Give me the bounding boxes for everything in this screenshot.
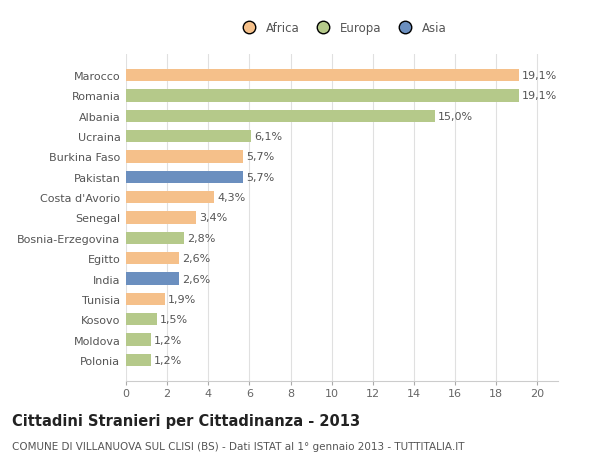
Text: 19,1%: 19,1% [522,71,557,81]
Bar [126,232,184,244]
Text: 2,6%: 2,6% [182,254,211,263]
Bar [126,212,196,224]
Bar [126,111,434,123]
Text: 1,5%: 1,5% [160,314,188,325]
Bar [126,273,179,285]
Text: 2,6%: 2,6% [182,274,211,284]
Text: 5,7%: 5,7% [247,173,275,182]
Bar [126,70,519,82]
Text: 3,4%: 3,4% [199,213,227,223]
Text: COMUNE DI VILLANUOVA SUL CLISI (BS) - Dati ISTAT al 1° gennaio 2013 - TUTTITALIA: COMUNE DI VILLANUOVA SUL CLISI (BS) - Da… [12,441,464,451]
Text: 19,1%: 19,1% [522,91,557,101]
Text: 1,2%: 1,2% [154,355,182,365]
Bar [126,151,243,163]
Bar [126,131,251,143]
Bar [126,334,151,346]
Text: 4,3%: 4,3% [218,193,246,203]
Text: Cittadini Stranieri per Cittadinanza - 2013: Cittadini Stranieri per Cittadinanza - 2… [12,413,360,428]
Bar [126,313,157,325]
Bar [126,192,214,204]
Text: 1,9%: 1,9% [168,294,196,304]
Text: 5,7%: 5,7% [247,152,275,162]
Text: 1,2%: 1,2% [154,335,182,345]
Text: 2,8%: 2,8% [187,233,215,243]
Bar [126,293,165,305]
Bar [126,171,243,184]
Bar [126,252,179,265]
Bar [126,90,519,102]
Bar [126,354,151,366]
Legend: Africa, Europa, Asia: Africa, Europa, Asia [234,19,450,39]
Text: 6,1%: 6,1% [254,132,283,142]
Text: 15,0%: 15,0% [437,112,473,122]
